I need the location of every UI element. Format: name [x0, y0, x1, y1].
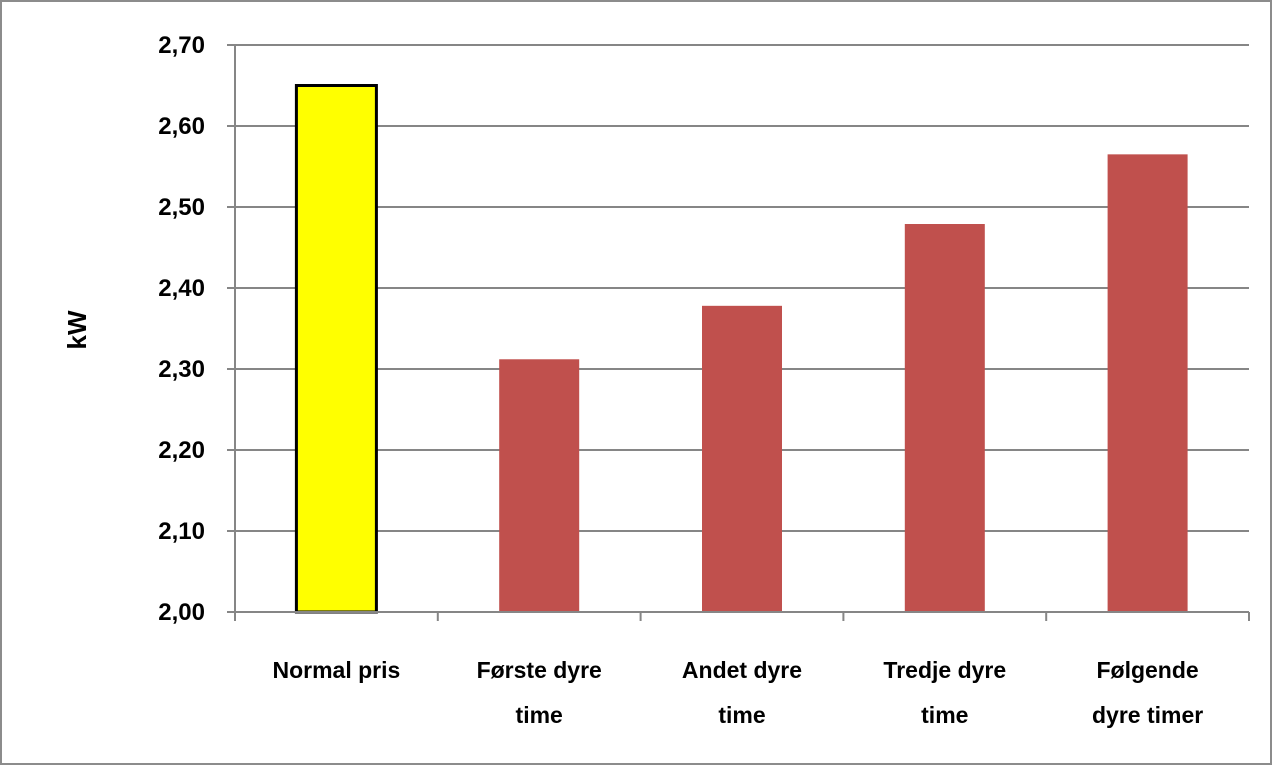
bar-3: [702, 305, 782, 612]
category-label: Normal pris: [272, 657, 400, 683]
y-tick-label: 2,60: [158, 113, 205, 140]
bar-4: [904, 224, 985, 612]
bar-5: [1107, 154, 1188, 612]
category-label: Følgende: [1096, 657, 1198, 683]
category-label: Tredje dyre: [883, 657, 1006, 683]
y-axis-title: kW: [62, 310, 92, 349]
y-tick-label: 2,40: [158, 275, 205, 302]
bar-1: [294, 84, 378, 614]
bar-2: [499, 359, 580, 612]
category-labels: Normal pris Første dyre time Andet dyre time…: [272, 657, 1203, 728]
category-label: Andet dyre: [682, 657, 802, 683]
bars: [294, 84, 1188, 614]
y-tick-label: 2,30: [158, 356, 205, 383]
category-label: Første dyre: [477, 657, 602, 683]
category-label: time: [921, 702, 968, 728]
axes: [227, 44, 1250, 621]
y-tick-label: 2,20: [158, 437, 205, 464]
category-label: time: [718, 702, 765, 728]
y-tick-label: 2,00: [158, 599, 205, 626]
y-tick-labels: 2,00 2,10 2,20 2,30 2,40 2,50 2,60 2,70: [158, 32, 205, 626]
y-tick-label: 2,50: [158, 194, 205, 221]
y-tick-label: 2,10: [158, 518, 205, 545]
category-label: time: [516, 702, 563, 728]
y-tick-label: 2,70: [158, 32, 205, 59]
category-label: dyre timer: [1092, 702, 1203, 728]
